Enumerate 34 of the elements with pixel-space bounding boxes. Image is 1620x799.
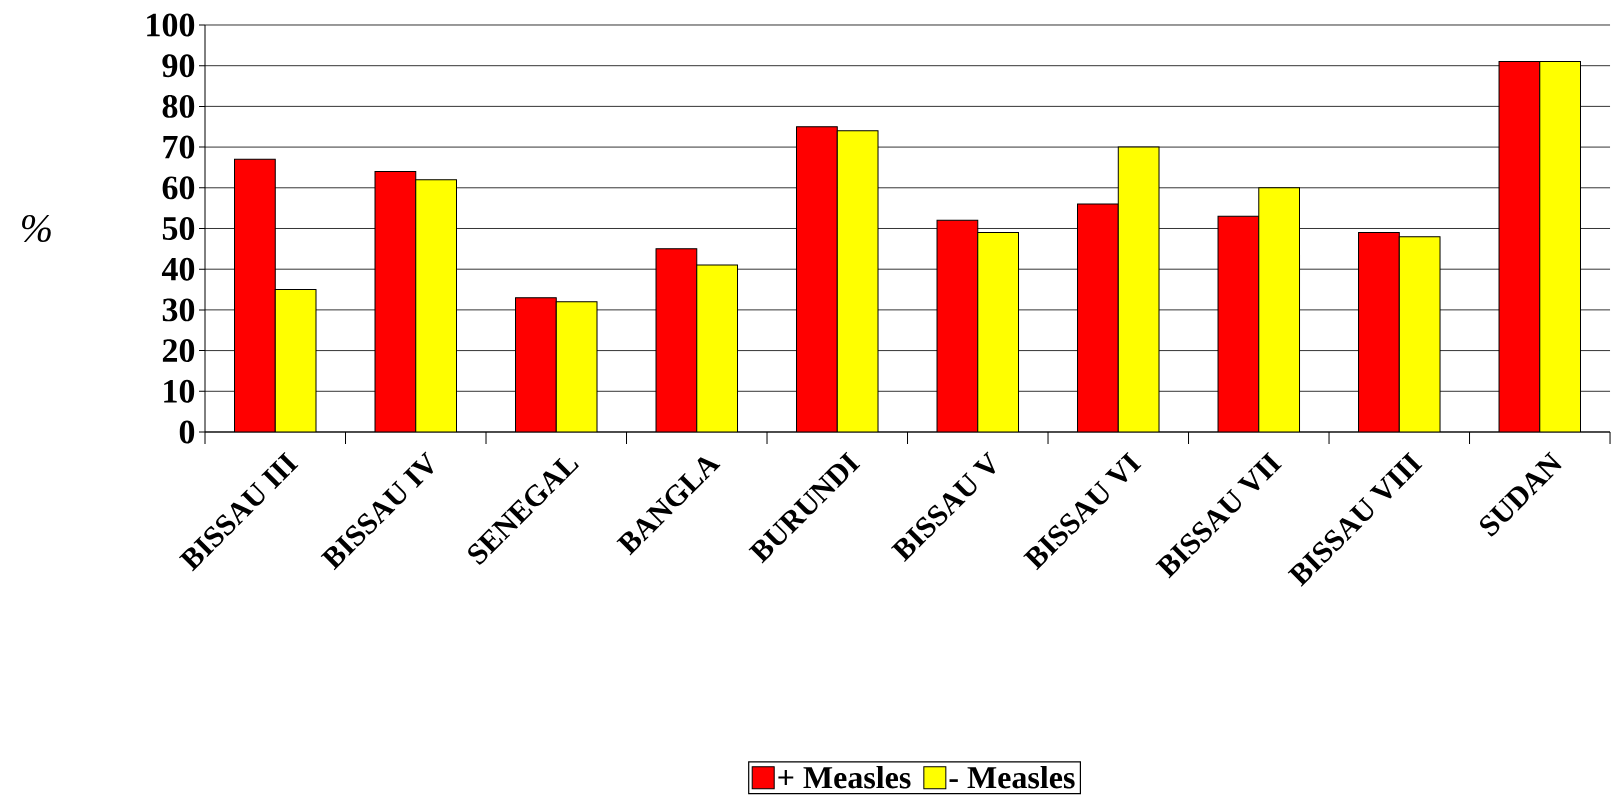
bar <box>1217 215 1260 432</box>
y-tick-label: 60 <box>162 176 195 200</box>
y-axis-title: % <box>22 214 51 243</box>
bar <box>1258 187 1301 432</box>
bar <box>555 301 598 432</box>
y-tick-label: 30 <box>162 298 195 322</box>
y-tick-label: 0 <box>179 420 195 444</box>
bar <box>415 179 458 432</box>
bar <box>1398 236 1441 432</box>
y-tick-label: 80 <box>162 94 195 118</box>
y-tick-label: 100 <box>147 13 195 37</box>
bar <box>1077 203 1119 432</box>
bar <box>936 219 979 432</box>
y-tick-label: 20 <box>162 339 195 363</box>
bar <box>696 264 739 432</box>
bar <box>1498 61 1541 432</box>
bar <box>1539 61 1582 432</box>
bar <box>796 126 838 432</box>
bar <box>655 248 698 432</box>
bar <box>1358 232 1400 432</box>
y-tick-label: 70 <box>163 135 195 159</box>
y-tick-label: 40 <box>161 257 195 281</box>
bar <box>836 130 879 432</box>
legend-label: + Measles <box>778 765 911 789</box>
bar <box>374 171 417 432</box>
y-tick-label: 50 <box>162 217 195 240</box>
bar <box>1117 146 1160 432</box>
bar <box>274 289 317 432</box>
y-tick-label: 90 <box>162 54 195 78</box>
bar <box>977 232 1020 432</box>
bar <box>234 158 276 432</box>
legend-label: - Measles <box>949 765 1075 789</box>
bar <box>515 297 557 432</box>
y-tick-label: 10 <box>164 379 195 403</box>
